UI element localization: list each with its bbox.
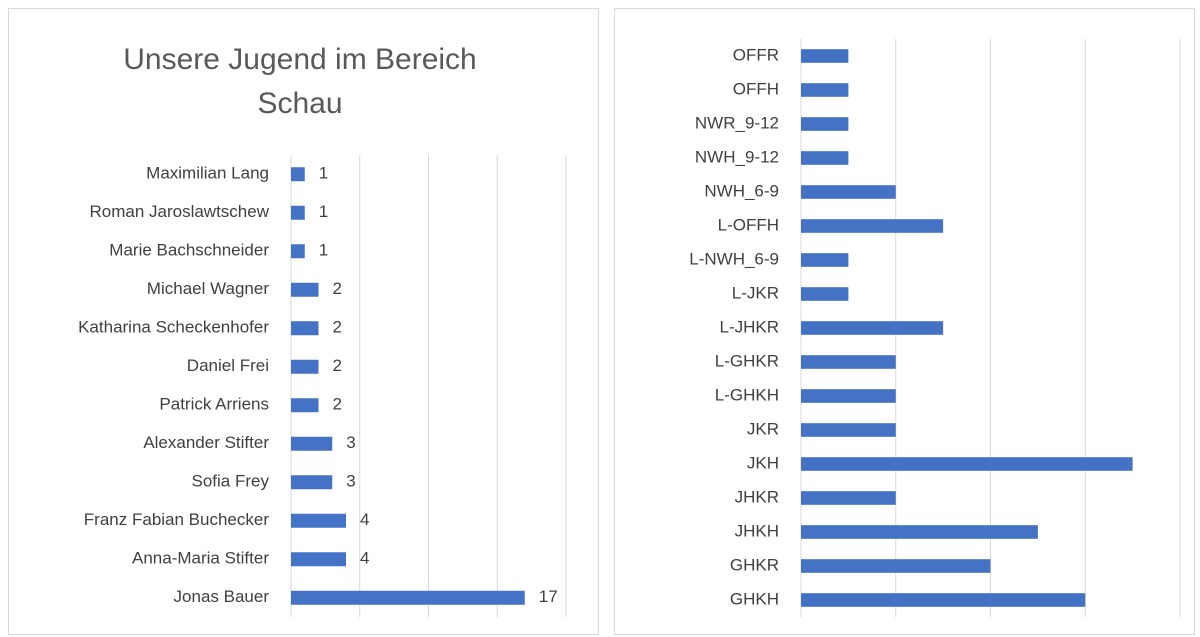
bar <box>801 457 1133 471</box>
bar <box>291 244 305 259</box>
y-tick-label: GHKR <box>730 555 779 574</box>
y-tick-label: L-JKR <box>732 283 779 302</box>
data-label: 1 <box>319 241 328 260</box>
chart-title: Unsere Jugend im Bereich Schau <box>123 43 477 120</box>
bar <box>291 475 333 490</box>
bar <box>291 321 319 336</box>
panel-right <box>614 8 1195 635</box>
bar <box>291 167 305 182</box>
y-tick-label: JHKH <box>735 521 779 540</box>
y-tick-label: Katharina Scheckenhofer <box>78 318 269 337</box>
y-tick-label: NWR_9-12 <box>695 113 779 132</box>
data-label: 2 <box>333 356 342 375</box>
bar <box>801 321 944 335</box>
y-tick-label: Patrick Arriens <box>159 395 269 414</box>
bar <box>291 205 305 220</box>
bar <box>801 253 849 267</box>
bar <box>801 491 896 505</box>
bar <box>291 282 319 297</box>
bar <box>801 525 1038 539</box>
data-label: 1 <box>319 202 328 221</box>
bar <box>801 83 849 97</box>
data-label: 2 <box>333 279 342 298</box>
data-label: 3 <box>346 472 355 491</box>
y-tick-label: L-OFFH <box>718 215 779 234</box>
bar <box>801 185 896 199</box>
y-tick-label: Jonas Bauer <box>174 587 270 606</box>
y-tick-label: Michael Wagner <box>147 279 270 298</box>
y-tick-label: Alexander Stifter <box>143 433 269 452</box>
y-tick-label: Sofia Frey <box>192 472 270 491</box>
bar <box>801 49 849 63</box>
y-tick-label: JHKR <box>735 487 779 506</box>
data-label: 4 <box>360 510 369 529</box>
y-tick-label: OFFH <box>733 79 779 98</box>
y-tick-label: Daniel Frei <box>187 356 269 375</box>
bar <box>801 559 991 573</box>
y-tick-label: L-GHKH <box>715 385 779 404</box>
data-label: 2 <box>333 318 342 337</box>
y-tick-label: OFFR <box>733 45 779 64</box>
bar <box>291 590 525 605</box>
bar <box>291 359 319 374</box>
data-label: 2 <box>333 395 342 414</box>
panel-left <box>8 8 599 635</box>
y-tick-label: L-NWH_6-9 <box>689 249 779 268</box>
bar <box>801 389 896 403</box>
data-label: 3 <box>346 433 355 452</box>
y-tick-label: GHKH <box>730 589 779 608</box>
y-tick-label: JKH <box>747 453 779 472</box>
bar <box>801 355 896 369</box>
bar <box>291 552 346 567</box>
y-tick-label: NWH_9-12 <box>695 147 779 166</box>
bar <box>801 219 944 233</box>
bar <box>291 513 346 528</box>
y-tick-label: Marie Bachschneider <box>109 241 269 260</box>
bar <box>801 593 1086 607</box>
y-tick-label: JKR <box>747 419 779 438</box>
bar <box>801 287 849 301</box>
bar <box>801 423 896 437</box>
bar <box>801 151 849 165</box>
bar <box>801 117 849 131</box>
data-label: 1 <box>319 164 328 183</box>
y-tick-label: Anna-Maria Stifter <box>132 549 269 568</box>
y-tick-label: NWH_6-9 <box>704 181 779 200</box>
bar <box>291 436 333 451</box>
y-tick-label: Maximilian Lang <box>146 164 269 183</box>
data-label: 17 <box>539 587 558 606</box>
y-tick-label: L-GHKR <box>715 351 779 370</box>
y-tick-label: L-JHKR <box>719 317 779 336</box>
bar <box>291 398 319 413</box>
data-label: 4 <box>360 549 369 568</box>
y-tick-label: Franz Fabian Buchecker <box>84 510 270 529</box>
y-tick-label: Roman Jaroslawtschew <box>89 202 269 221</box>
